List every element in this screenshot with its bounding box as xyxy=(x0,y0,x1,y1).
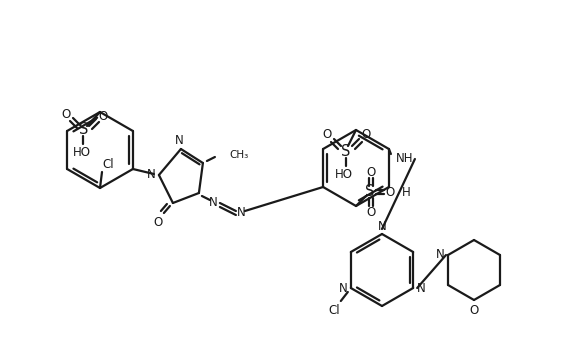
Text: S: S xyxy=(79,122,89,138)
Text: S: S xyxy=(365,184,374,200)
Text: O: O xyxy=(62,107,71,120)
Text: HO: HO xyxy=(73,145,91,158)
Text: O: O xyxy=(361,128,370,142)
Text: NH: NH xyxy=(396,152,414,165)
Text: H: H xyxy=(402,186,411,199)
Text: O: O xyxy=(323,128,332,142)
Text: Cl: Cl xyxy=(102,158,114,171)
Text: N: N xyxy=(417,282,426,295)
Text: S: S xyxy=(342,145,351,159)
Text: N: N xyxy=(237,207,245,220)
Text: N: N xyxy=(435,249,445,262)
Text: N: N xyxy=(175,134,183,147)
Text: O: O xyxy=(153,216,162,230)
Text: O: O xyxy=(469,303,479,316)
Text: O: O xyxy=(385,186,395,199)
Text: O: O xyxy=(366,165,376,178)
Text: HO: HO xyxy=(335,169,353,182)
Text: N: N xyxy=(339,282,347,295)
Text: O: O xyxy=(98,109,108,122)
Text: N: N xyxy=(209,196,217,209)
Text: O: O xyxy=(366,206,376,219)
Text: N: N xyxy=(146,169,156,182)
Text: N: N xyxy=(378,220,386,233)
Text: CH₃: CH₃ xyxy=(229,150,248,160)
Text: Cl: Cl xyxy=(328,304,340,318)
